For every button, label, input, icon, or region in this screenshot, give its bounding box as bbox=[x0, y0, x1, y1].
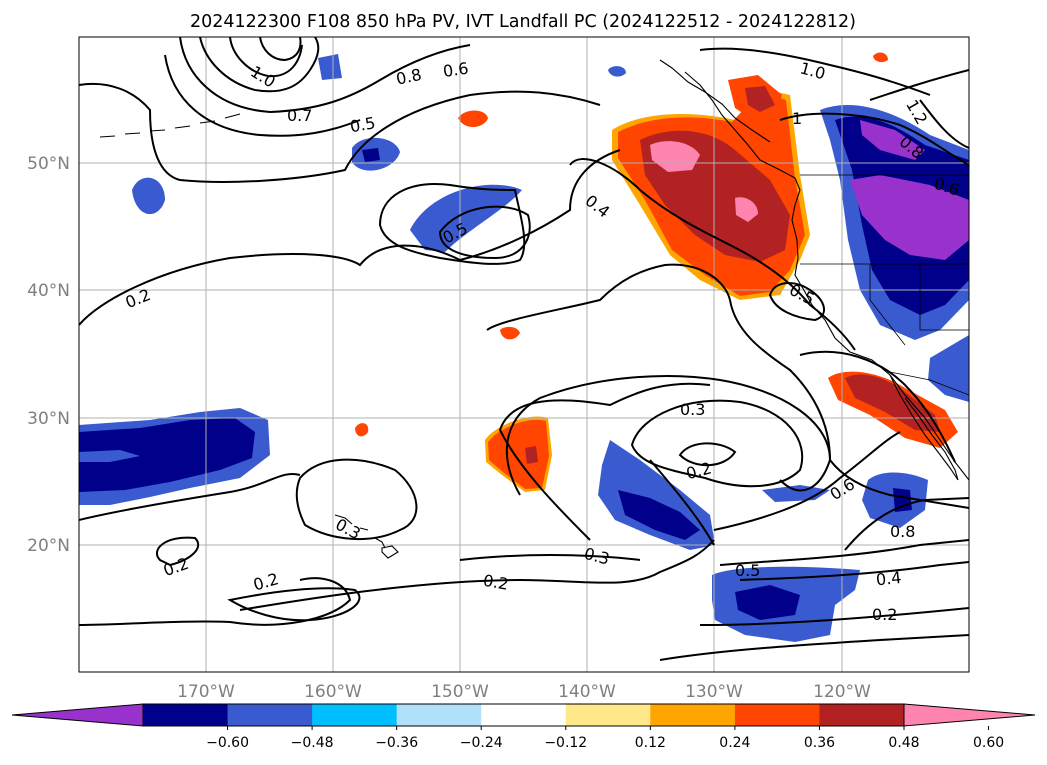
lon-label: 160°W bbox=[304, 682, 362, 702]
shading-layer bbox=[79, 52, 969, 642]
lon-label: 170°W bbox=[177, 682, 235, 702]
contour-label: 1 bbox=[792, 109, 802, 128]
colorbar-ticks: −0.60 −0.48 −0.36 −0.24 −0.12 0.12 0.24 0.36 0.4… bbox=[206, 726, 1004, 751]
shade-pnw-north-dark bbox=[745, 86, 775, 112]
colorbar-segment bbox=[12, 704, 143, 726]
shade-west-us-purple-2 bbox=[860, 120, 925, 160]
shade-small-3 bbox=[355, 423, 369, 437]
colorbar-tick-label: 0.36 bbox=[804, 735, 835, 751]
colorbar-segment bbox=[734, 704, 820, 726]
colorbar-tick-label: 0.48 bbox=[888, 735, 919, 751]
coast-north-america bbox=[684, 71, 969, 481]
colorbar-segment bbox=[143, 704, 229, 726]
coast-alaska-panhandle bbox=[659, 59, 771, 143]
shade-west-neg-mid bbox=[79, 450, 140, 462]
colorbar-left-triangle bbox=[11, 703, 144, 727]
shade-baja-neg bbox=[928, 335, 969, 402]
shade-east-neg bbox=[618, 490, 700, 540]
contour-label: 0.3 bbox=[680, 400, 705, 419]
colorbar-segment bbox=[904, 704, 1035, 726]
colorbar-segment bbox=[650, 704, 736, 726]
colorbar-right-triangle bbox=[903, 703, 1036, 727]
shade-pnw-pink-2 bbox=[735, 197, 758, 222]
border-states-3 bbox=[869, 264, 906, 346]
border-states-2 bbox=[919, 264, 969, 331]
lat-label: 50°N bbox=[27, 154, 70, 174]
map-background bbox=[79, 37, 969, 672]
graticule bbox=[79, 37, 969, 672]
shade-south-neg bbox=[735, 585, 800, 620]
colorbar-segment bbox=[481, 704, 567, 726]
coast-baja bbox=[889, 374, 959, 481]
shade-small-2 bbox=[500, 326, 520, 340]
contour-label: 0.8 bbox=[394, 65, 423, 89]
shade-neg-n1-dark bbox=[362, 148, 380, 162]
shade-neg-n5 bbox=[608, 66, 626, 77]
contour-label: 0.8 bbox=[890, 522, 915, 541]
contour-label: 0.5 bbox=[348, 113, 376, 136]
pv-contours bbox=[79, 37, 969, 661]
colorbar-tick-label: 0.24 bbox=[719, 735, 750, 751]
map-frame bbox=[78, 36, 970, 673]
shade-west-us-purple bbox=[850, 175, 969, 260]
map-panel: 1.0 0.8 0.6 0.7 0.5 1.0 1 1.2 0.8 0.6 0.… bbox=[27, 36, 970, 702]
lat-label: 40°N bbox=[27, 281, 70, 301]
lon-label: 150°W bbox=[431, 682, 489, 702]
shade-mex-neg-dark bbox=[893, 488, 912, 512]
colorbar-tick-label: −0.60 bbox=[206, 735, 249, 751]
lon-label: 120°W bbox=[813, 682, 871, 702]
shade-subtrop-pos-dark bbox=[525, 446, 538, 464]
shade-south-small bbox=[762, 485, 830, 502]
coast-aleutians bbox=[99, 113, 241, 138]
shade-small-4 bbox=[873, 52, 888, 63]
colorbar-segment bbox=[312, 704, 398, 726]
border-us-mexico bbox=[889, 371, 969, 396]
coast-hawaii bbox=[334, 514, 399, 559]
lat-label: 20°N bbox=[27, 536, 70, 556]
colorbar-segment bbox=[227, 704, 313, 726]
coastlines bbox=[99, 59, 969, 559]
lon-label: 130°W bbox=[685, 682, 743, 702]
colorbar-segment bbox=[565, 704, 651, 726]
colorbar-segment bbox=[396, 704, 482, 726]
colorbar-tick-label: −0.36 bbox=[375, 735, 418, 751]
shade-neg-n4 bbox=[318, 54, 342, 80]
chart-title: 2024122300 F108 850 hPa PV, IVT Landfall… bbox=[190, 12, 856, 32]
shade-west-neg bbox=[79, 418, 255, 492]
shade-small-1 bbox=[458, 110, 488, 128]
shade-neg-n2 bbox=[410, 184, 522, 252]
lat-label: 30°N bbox=[27, 409, 70, 429]
colorbar-segments bbox=[12, 704, 1035, 726]
contour-label: 0.2 bbox=[482, 571, 510, 594]
colorbar-tick-label: −0.24 bbox=[460, 735, 503, 751]
contour-label: 0.6 bbox=[442, 59, 470, 81]
colorbar: −0.60 −0.48 −0.36 −0.24 −0.12 0.12 0.24 0.36 0.4… bbox=[11, 703, 1036, 751]
shade-pnw-pink bbox=[650, 141, 700, 172]
lon-label: 140°W bbox=[558, 682, 616, 702]
contour-label: 0.2 bbox=[872, 605, 897, 624]
shade-neg-n3 bbox=[132, 177, 165, 215]
colorbar-tick-label: −0.48 bbox=[291, 735, 334, 751]
colorbar-tick-label: 0.60 bbox=[973, 735, 1004, 751]
colorbar-segment bbox=[819, 704, 905, 726]
contour-label: 0.7 bbox=[287, 106, 312, 125]
contour-label: 0.4 bbox=[875, 568, 902, 590]
colorbar-tick-label: −0.12 bbox=[544, 735, 587, 751]
contour-label: 0.5 bbox=[735, 561, 760, 580]
colorbar-tick-label: 0.12 bbox=[635, 735, 666, 751]
